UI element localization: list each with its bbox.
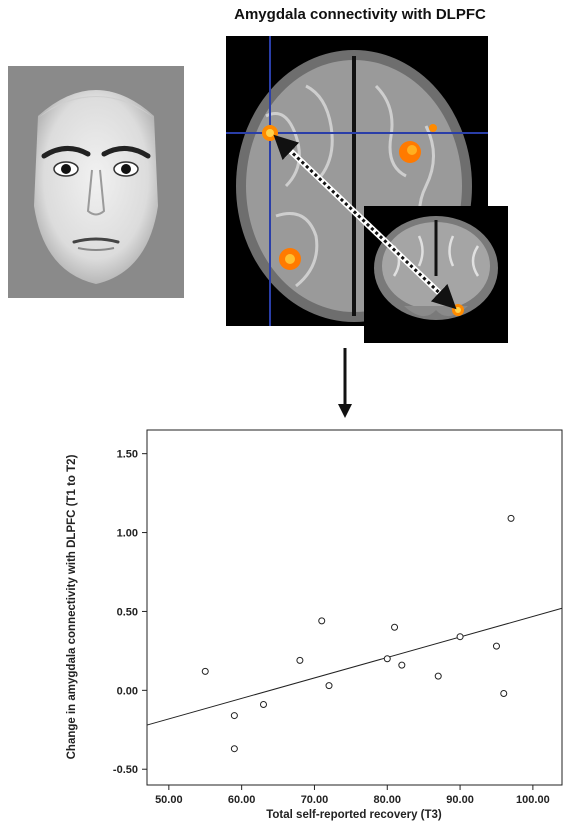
figure-title: Amygdala connectivity with DLPFC	[234, 6, 486, 23]
x-axis: 50.00 60.00 70.00 80.00 90.00 100.00	[155, 785, 550, 806]
data-point	[456, 633, 464, 641]
x-tick-label: 100.00	[516, 794, 550, 806]
data-point	[500, 689, 508, 697]
data-point	[398, 661, 406, 669]
y-tick-label: 1.50	[117, 449, 138, 461]
y-tick-label: 1.00	[117, 528, 138, 540]
regression-line	[146, 607, 563, 726]
connectivity-arrow	[273, 134, 457, 310]
data-point	[391, 623, 399, 631]
x-tick-label: 50.00	[155, 794, 183, 806]
angry-face-photo-icon	[8, 66, 184, 298]
down-arrow-icon	[338, 348, 352, 418]
y-tick-label: -0.50	[113, 764, 138, 776]
data-point	[507, 514, 515, 522]
data-point	[318, 617, 326, 625]
x-axis-label: Total self-reported recovery (T3)	[266, 809, 442, 821]
x-tick-label: 70.00	[301, 794, 329, 806]
data-point	[230, 712, 238, 720]
data-point	[434, 672, 442, 680]
data-point	[296, 656, 304, 664]
data-point	[230, 745, 238, 753]
x-tick-label: 80.00	[373, 794, 401, 806]
data-point	[201, 667, 209, 675]
data-point	[492, 642, 500, 650]
y-axis: 1.50 1.00 0.50 0.00 -0.50	[113, 449, 147, 776]
y-axis-label: Change in amygdala connectivity with DLP…	[66, 454, 78, 759]
face-stimulus-panel	[8, 66, 184, 298]
data-point	[259, 701, 267, 709]
y-tick-label: 0.50	[117, 606, 138, 618]
data-points	[201, 514, 515, 753]
x-tick-label: 60.00	[228, 794, 256, 806]
plot-area	[146, 429, 563, 786]
scatter-plot: 1.50 1.00 0.50 0.00 -0.50 50.00 60.00 70.00 80.…	[66, 429, 563, 821]
data-point	[383, 655, 391, 663]
y-tick-label: 0.00	[117, 685, 138, 697]
x-tick-label: 90.00	[446, 794, 474, 806]
data-point	[325, 682, 333, 690]
